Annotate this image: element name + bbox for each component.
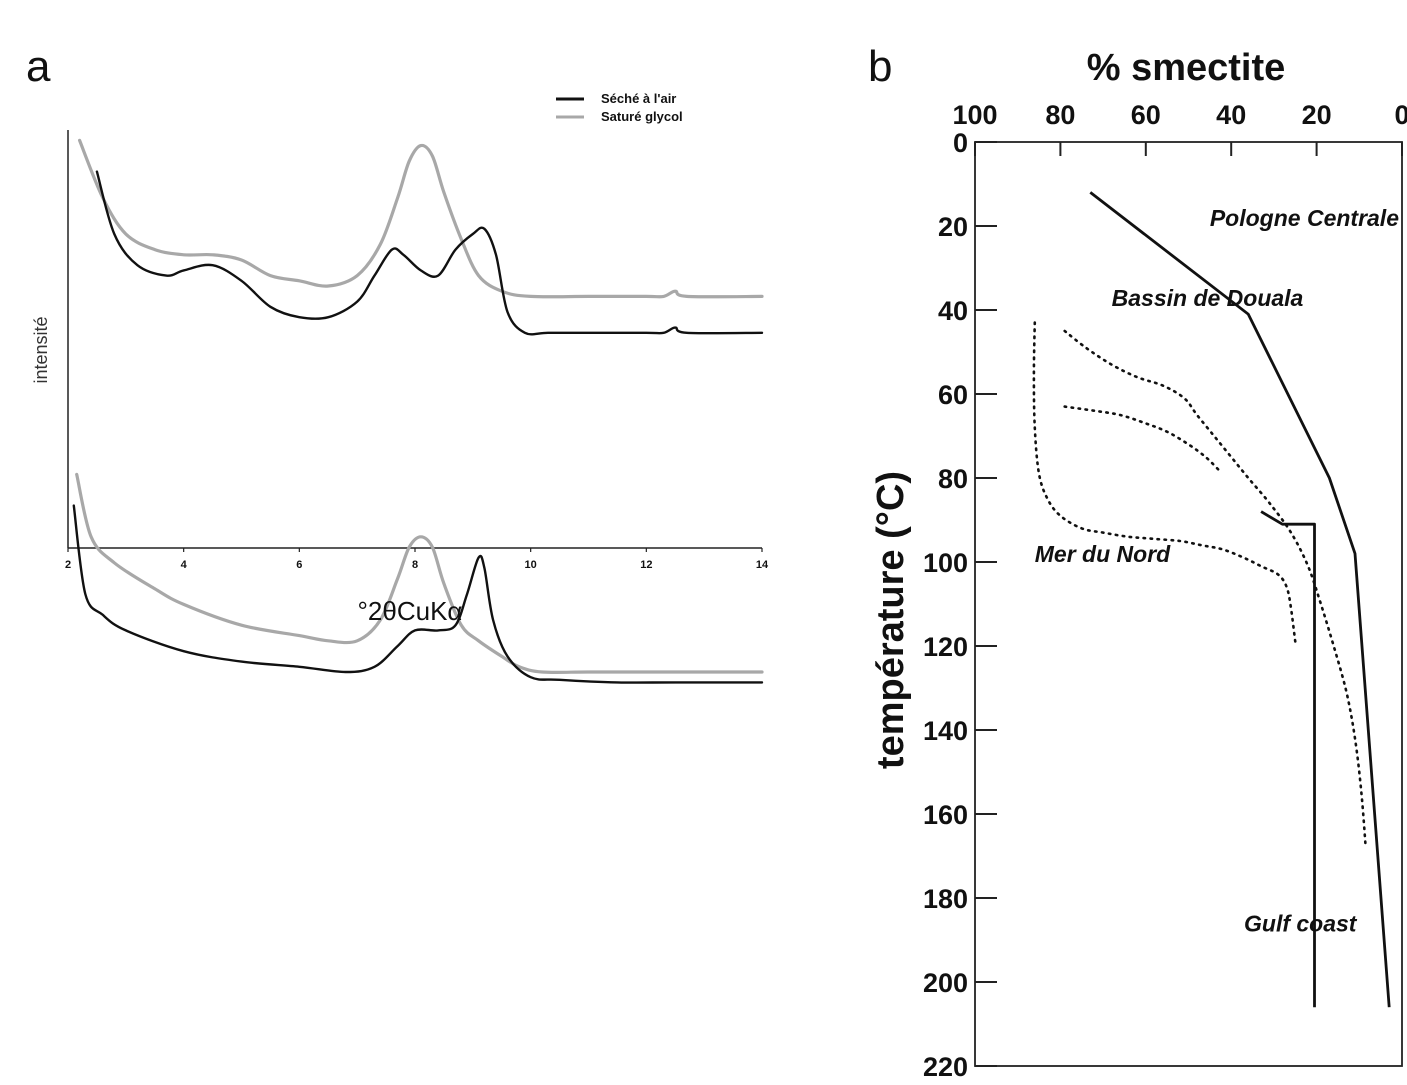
panel-b-dotted-curve-4 bbox=[1032, 321, 1297, 644]
panel-b-solid-curve-0 bbox=[1089, 191, 1391, 1008]
panel-b-letter: b bbox=[868, 42, 892, 91]
panel-b-y-tick-label: 120 bbox=[923, 632, 968, 662]
panel-b-y-tick-label: 180 bbox=[923, 884, 968, 914]
panel-b-y-tick-label: 20 bbox=[938, 212, 968, 242]
panel-b-x-tick-label: 20 bbox=[1302, 100, 1332, 130]
panel-b-x-tick-label: 0 bbox=[1394, 100, 1407, 130]
panel-b-axes: 100 80 60 40 20 00204060801001201401601802002… bbox=[923, 100, 1407, 1082]
panel-b-y-tick-label: 100 bbox=[923, 548, 968, 578]
panel-a-legend: Séché à l'air Saturé glycol bbox=[556, 91, 683, 124]
panel-b-x-tick-label: 100 bbox=[952, 100, 997, 130]
panel-a-x-tick-label: 14 bbox=[756, 559, 769, 571]
panel-b-y-tick-label: 60 bbox=[938, 380, 968, 410]
panel-a-legend-label: Séché à l'air bbox=[601, 91, 676, 106]
panel-a-x-tick-label: 2 bbox=[65, 559, 71, 571]
panel-b-annotation-0: Pologne Centrale bbox=[1210, 205, 1399, 231]
panel-b-y-tick-label: 0 bbox=[953, 128, 968, 158]
panel-a-x-tick-label: 8 bbox=[412, 559, 418, 571]
panel-b-annotation-1: Bassin de Douala bbox=[1112, 285, 1304, 311]
panel-a-axes: 2 4 6 8 10 12 14 bbox=[65, 130, 769, 571]
panel-b-y-tick-label: 140 bbox=[923, 716, 968, 746]
panel-a-series-line-1 bbox=[95, 170, 764, 336]
panel-a-x-tick-label: 12 bbox=[640, 559, 652, 571]
panel-a-x-label: °2θCuKα bbox=[358, 596, 463, 626]
panel-a-series bbox=[72, 138, 764, 684]
panel-b-y-tick-label: 80 bbox=[938, 464, 968, 494]
panel-b-dotted-curve-3 bbox=[1063, 405, 1220, 471]
panel-a-y-label: intensité bbox=[31, 316, 51, 383]
panel-a-series-line-0 bbox=[78, 138, 764, 299]
panel-b-annotation-3: Gulf coast bbox=[1244, 911, 1358, 937]
panel-b-x-tick-label: 40 bbox=[1216, 100, 1246, 130]
panel-b-annotation-2: Mer du Nord bbox=[1035, 541, 1171, 567]
panel-a-x-tick-label: 6 bbox=[296, 559, 302, 571]
panel-b-title: % smectite bbox=[1087, 47, 1286, 89]
panel-b-dotted-curve-2 bbox=[1063, 329, 1367, 849]
panel-b-y-tick-label: 40 bbox=[938, 296, 968, 326]
panel-b-frame bbox=[974, 141, 1403, 1067]
panel-a-legend-label: Saturé glycol bbox=[601, 109, 683, 124]
panel-a-x-tick-label: 4 bbox=[181, 559, 188, 571]
panel-b-x-tick-label: 80 bbox=[1045, 100, 1075, 130]
panel-a-series-line-2 bbox=[75, 472, 764, 674]
panel-b-y-tick-label: 200 bbox=[923, 968, 968, 998]
panel-b-y-label: température (°C) bbox=[870, 471, 912, 769]
panel-b-annotations: Pologne Centrale Bassin de Douala Mer du N… bbox=[1035, 205, 1399, 937]
panel-b-solid-curve-1 bbox=[1260, 510, 1316, 1008]
panel-a-letter: a bbox=[26, 42, 51, 91]
panel-b-x-tick-label: 60 bbox=[1131, 100, 1161, 130]
panel-b-y-tick-label: 160 bbox=[923, 800, 968, 830]
panel-b: b % smectite température (°C) 100 80 60 40 2… bbox=[868, 42, 1407, 1082]
panel-a-series-line-3 bbox=[72, 504, 764, 684]
panel-a-x-tick-label: 10 bbox=[525, 559, 537, 571]
panel-b-series bbox=[1032, 191, 1391, 1008]
panel-b-y-tick-label: 220 bbox=[923, 1052, 968, 1080]
